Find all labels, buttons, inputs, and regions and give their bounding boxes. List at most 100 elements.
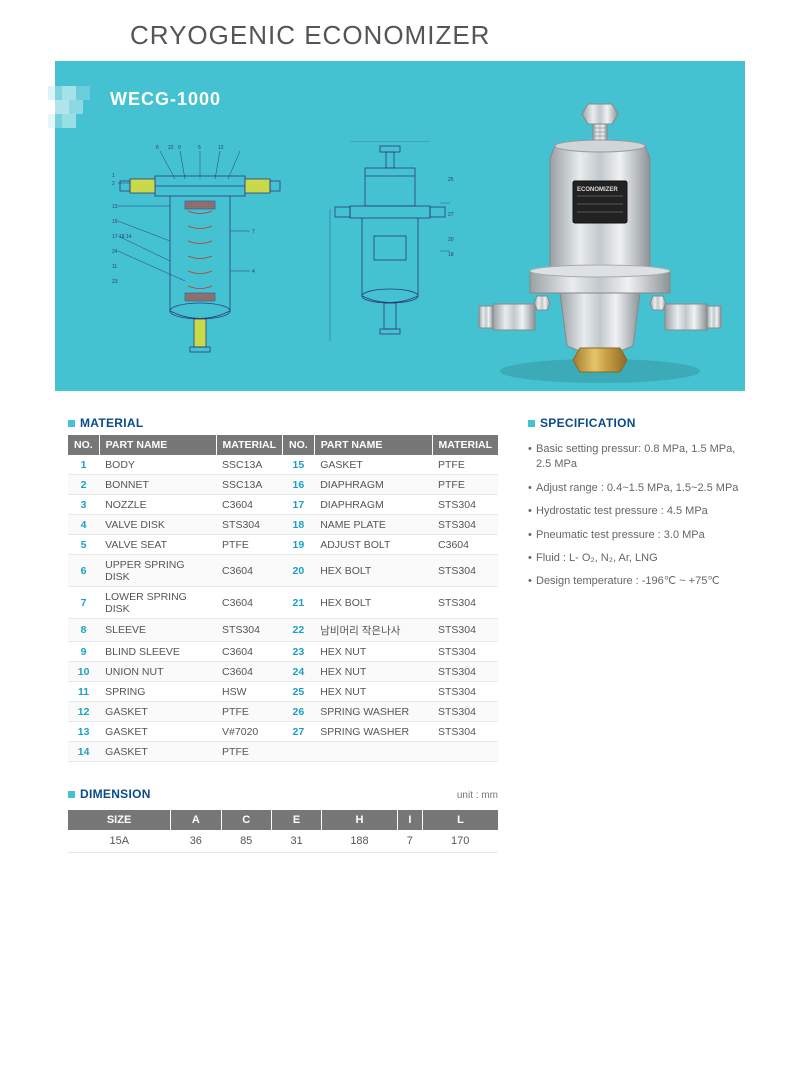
table-header: C <box>221 810 271 830</box>
table-cell: 20 <box>283 555 315 587</box>
svg-text:24: 24 <box>112 249 118 255</box>
table-cell: STS304 <box>216 515 282 535</box>
specification-section-header: SPECIFICATION <box>528 416 740 430</box>
table-cell: C3604 <box>216 555 282 587</box>
table-cell: STS304 <box>432 682 498 702</box>
table-row: 11SPRINGHSW25HEX NUTSTS304 <box>68 682 498 702</box>
accent-square-icon <box>68 420 75 427</box>
table-cell: 85 <box>221 830 271 853</box>
table-cell: V#7020 <box>216 722 282 742</box>
table-cell: STS304 <box>432 587 498 619</box>
table-cell: 23 <box>283 642 315 662</box>
table-cell: GASKET <box>314 455 432 475</box>
table-cell: C3604 <box>216 642 282 662</box>
table-cell: STS304 <box>432 642 498 662</box>
dimension-label: DIMENSION <box>80 787 151 801</box>
table-cell: C3604 <box>216 587 282 619</box>
material-section-header: MATERIAL <box>68 416 498 430</box>
technical-diagrams: 6229 512 12 1319 17 18 1424 1123 74 <box>110 141 470 371</box>
table-header: NO. <box>68 435 99 455</box>
table-header: PART NAME <box>99 435 216 455</box>
spec-item: Pneumatic test pressure : 3.0 MPa <box>528 524 740 547</box>
content-area: MATERIAL NO.PART NAMEMATERIALNO.PART NAM… <box>0 391 800 853</box>
pixel-decoration <box>48 86 98 136</box>
table-cell: 31 <box>271 830 321 853</box>
table-cell: 170 <box>422 830 498 853</box>
svg-text:23: 23 <box>112 279 118 285</box>
table-cell: 4 <box>68 515 99 535</box>
specification-list: Basic setting pressur: 0.8 MPa, 1.5 MPa,… <box>528 438 740 594</box>
table-cell: STS304 <box>432 555 498 587</box>
table-cell: ADJUST BOLT <box>314 535 432 555</box>
table-cell: 36 <box>171 830 221 853</box>
table-cell: HEX BOLT <box>314 555 432 587</box>
table-row: 5VALVE SEATPTFE19ADJUST BOLTC3604 <box>68 535 498 555</box>
accent-square-icon <box>68 791 75 798</box>
table-row: 7LOWER SPRING DISKC360421HEX BOLTSTS304 <box>68 587 498 619</box>
svg-text:4: 4 <box>252 269 255 275</box>
page-title: CRYOGENIC ECONOMIZER <box>0 0 800 51</box>
spec-item: Basic setting pressur: 0.8 MPa, 1.5 MPa,… <box>528 438 740 477</box>
table-cell: 11 <box>68 682 99 702</box>
table-cell: 21 <box>283 587 315 619</box>
table-cell: 8 <box>68 619 99 642</box>
spec-item: Hydrostatic test pressure : 4.5 MPa <box>528 500 740 523</box>
table-cell: SPRING WASHER <box>314 722 432 742</box>
outline-diagram: 2527 2018 <box>320 141 460 371</box>
spec-item: Design temperature : -196℃ ~ +75℃ <box>528 570 740 593</box>
table-cell: NOZZLE <box>99 495 216 515</box>
table-header: MATERIAL <box>216 435 282 455</box>
table-cell: BLIND SLEEVE <box>99 642 216 662</box>
svg-text:27: 27 <box>448 212 454 218</box>
table-cell: UPPER SPRING DISK <box>99 555 216 587</box>
hero-panel: WECG-1000 <box>55 61 745 391</box>
accent-square-icon <box>528 420 535 427</box>
table-cell: 25 <box>283 682 315 702</box>
table-row: 12GASKETPTFE26SPRING WASHERSTS304 <box>68 702 498 722</box>
table-row: 14GASKETPTFE <box>68 742 498 762</box>
table-cell: 7 <box>68 587 99 619</box>
table-cell: 15A <box>68 830 171 853</box>
table-cell: 10 <box>68 662 99 682</box>
table-cell: DIAPHRAGM <box>314 495 432 515</box>
table-row: 8SLEEVESTS30422남비머리 작은나사STS304 <box>68 619 498 642</box>
cross-section-diagram: 6229 512 12 1319 17 18 1424 1123 74 <box>110 141 290 371</box>
table-row: 3NOZZLEC360417DIAPHRAGMSTS304 <box>68 495 498 515</box>
table-header: L <box>422 810 498 830</box>
table-cell: GASKET <box>99 702 216 722</box>
table-cell <box>432 742 498 762</box>
table-cell: STS304 <box>432 515 498 535</box>
svg-text:6: 6 <box>156 145 159 151</box>
dimension-table: SIZEACEHIL 15A3685311887170 <box>68 810 498 853</box>
table-cell <box>283 742 315 762</box>
table-cell: DIAPHRAGM <box>314 475 432 495</box>
table-cell: 9 <box>68 642 99 662</box>
table-row: 1BODYSSC13A15GASKETPTFE <box>68 455 498 475</box>
table-cell: VALVE SEAT <box>99 535 216 555</box>
material-label: MATERIAL <box>80 416 144 430</box>
svg-text:13: 13 <box>112 204 118 210</box>
table-cell: STS304 <box>432 619 498 642</box>
table-cell: 2 <box>68 475 99 495</box>
table-cell: PTFE <box>216 702 282 722</box>
table-cell: 26 <box>283 702 315 722</box>
table-cell: STS304 <box>432 722 498 742</box>
table-cell: HSW <box>216 682 282 702</box>
table-cell: 16 <box>283 475 315 495</box>
svg-text:9: 9 <box>178 145 181 151</box>
svg-text:19: 19 <box>112 219 118 225</box>
table-cell: 15 <box>283 455 315 475</box>
table-cell: PTFE <box>216 535 282 555</box>
svg-text:25: 25 <box>448 177 454 183</box>
table-cell: PTFE <box>432 455 498 475</box>
table-cell: NAME PLATE <box>314 515 432 535</box>
svg-text:18: 18 <box>448 252 454 258</box>
table-cell: 18 <box>283 515 315 535</box>
table-header: MATERIAL <box>432 435 498 455</box>
table-cell: HEX NUT <box>314 682 432 702</box>
material-table: NO.PART NAMEMATERIALNO.PART NAMEMATERIAL… <box>68 435 498 762</box>
table-header: H <box>322 810 398 830</box>
table-cell: STS304 <box>432 702 498 722</box>
table-header: SIZE <box>68 810 171 830</box>
table-cell: 13 <box>68 722 99 742</box>
